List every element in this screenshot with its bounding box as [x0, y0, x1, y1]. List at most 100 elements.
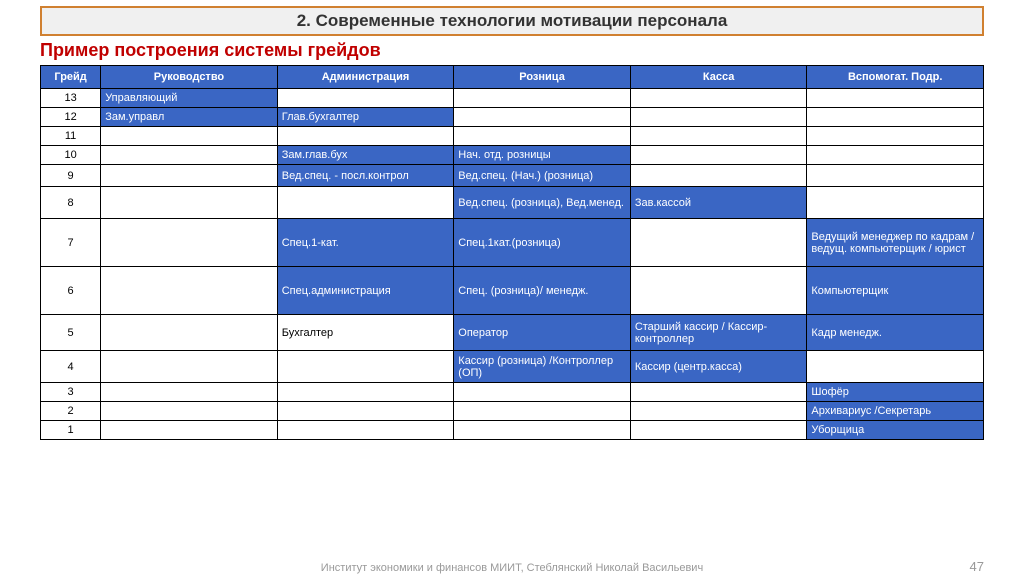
- table-row: 13Управляющий: [41, 89, 984, 108]
- data-cell: [807, 146, 984, 165]
- table-row: 3 Шофёр: [41, 383, 984, 402]
- grade-cell: 9: [41, 165, 101, 187]
- data-cell: [807, 108, 984, 127]
- grade-cell: 5: [41, 315, 101, 351]
- data-cell: [101, 315, 278, 351]
- data-cell: Старший кассир / Кассир-контроллер: [630, 315, 807, 351]
- data-cell: [101, 219, 278, 267]
- data-cell: [101, 402, 278, 421]
- data-cell: Архивариус /Секретарь: [807, 402, 984, 421]
- data-cell: [277, 187, 454, 219]
- data-cell: [630, 421, 807, 440]
- data-cell: [454, 383, 631, 402]
- data-cell: Глав.бухгалтер: [277, 108, 454, 127]
- data-cell: Компьютерщик: [807, 267, 984, 315]
- data-cell: Кассир (центр.касса): [630, 351, 807, 383]
- page-number: 47: [970, 559, 984, 574]
- subtitle: Пример построения системы грейдов: [40, 40, 984, 61]
- col-cash: Касса: [630, 66, 807, 89]
- grade-cell: 7: [41, 219, 101, 267]
- data-cell: [630, 146, 807, 165]
- data-cell: [630, 108, 807, 127]
- col-retail: Розница: [454, 66, 631, 89]
- data-cell: Ведущий менеджер по кадрам / ведущ. комп…: [807, 219, 984, 267]
- data-cell: [277, 383, 454, 402]
- data-cell: [630, 219, 807, 267]
- table-row: 8 Вед.спец. (розница), Вед.менед.Зав.касс…: [41, 187, 984, 219]
- data-cell: [807, 127, 984, 146]
- data-cell: [807, 165, 984, 187]
- data-cell: [807, 187, 984, 219]
- data-cell: [101, 351, 278, 383]
- table-row: 4 Кассир (розница) /Контроллер (ОП)Кассир…: [41, 351, 984, 383]
- table-row: 12Зам.управлГлав.бухгалтер: [41, 108, 984, 127]
- table-row: 5 БухгалтерОператорСтарший кассир / Касси…: [41, 315, 984, 351]
- data-cell: [277, 351, 454, 383]
- data-cell: [807, 351, 984, 383]
- data-cell: [454, 89, 631, 108]
- table-row: 9 Вед.спец. - посл.контролВед.спец. (Нач.…: [41, 165, 984, 187]
- data-cell: Уборщица: [807, 421, 984, 440]
- table-row: 7Спец.1-кат.Спец.1кат.(розница)Ведущий м…: [41, 219, 984, 267]
- col-support: Вспомогат. Подр.: [807, 66, 984, 89]
- data-cell: Бухгалтер: [277, 315, 454, 351]
- table-row: 2 Архивариус /Секретарь: [41, 402, 984, 421]
- data-cell: Кадр менедж.: [807, 315, 984, 351]
- data-cell: [454, 402, 631, 421]
- table-row: 10Зам.глав.бухНач. отд. розницы: [41, 146, 984, 165]
- data-cell: [454, 127, 631, 146]
- data-cell: [101, 421, 278, 440]
- grade-cell: 13: [41, 89, 101, 108]
- data-cell: Зав.кассой: [630, 187, 807, 219]
- section-title-bar: 2. Современные технологии мотивации перс…: [40, 6, 984, 36]
- grade-cell: 8: [41, 187, 101, 219]
- grade-cell: 1: [41, 421, 101, 440]
- data-cell: Спец.1-кат.: [277, 219, 454, 267]
- data-cell: [277, 89, 454, 108]
- col-admin: Администрация: [277, 66, 454, 89]
- data-cell: [277, 421, 454, 440]
- section-title: 2. Современные технологии мотивации перс…: [42, 11, 982, 31]
- data-cell: Зам.управл: [101, 108, 278, 127]
- data-cell: [630, 127, 807, 146]
- data-cell: [277, 127, 454, 146]
- data-cell: [101, 383, 278, 402]
- data-cell: Управляющий: [101, 89, 278, 108]
- data-cell: [807, 89, 984, 108]
- grade-cell: 4: [41, 351, 101, 383]
- footer-text: Институт экономики и финансов МИИТ, Стеб…: [0, 562, 1024, 574]
- grade-cell: 3: [41, 383, 101, 402]
- grade-cell: 11: [41, 127, 101, 146]
- data-cell: [630, 383, 807, 402]
- data-cell: Оператор: [454, 315, 631, 351]
- data-cell: [630, 165, 807, 187]
- data-cell: Вед.спец. (Нач.) (розница): [454, 165, 631, 187]
- table-row: 6 Спец.администрацияСпец. (розница)/ мене…: [41, 267, 984, 315]
- data-cell: [101, 267, 278, 315]
- table-row: 1 Уборщица: [41, 421, 984, 440]
- data-cell: Спец. (розница)/ менедж.: [454, 267, 631, 315]
- data-cell: [454, 421, 631, 440]
- data-cell: Вед.спец. - посл.контрол: [277, 165, 454, 187]
- data-cell: [630, 267, 807, 315]
- data-cell: Шофёр: [807, 383, 984, 402]
- data-cell: Кассир (розница) /Контроллер (ОП): [454, 351, 631, 383]
- table-row: 11: [41, 127, 984, 146]
- data-cell: [101, 146, 278, 165]
- grades-table: Грейд Руководство Администрация Розница …: [40, 65, 984, 440]
- col-mgmt: Руководство: [101, 66, 278, 89]
- data-cell: [454, 108, 631, 127]
- table-header-row: Грейд Руководство Администрация Розница …: [41, 66, 984, 89]
- col-grade: Грейд: [41, 66, 101, 89]
- data-cell: [101, 127, 278, 146]
- data-cell: [277, 402, 454, 421]
- data-cell: [101, 187, 278, 219]
- data-cell: Спец.администрация: [277, 267, 454, 315]
- data-cell: Вед.спец. (розница), Вед.менед.: [454, 187, 631, 219]
- data-cell: [630, 402, 807, 421]
- grade-cell: 6: [41, 267, 101, 315]
- data-cell: Нач. отд. розницы: [454, 146, 631, 165]
- data-cell: [101, 165, 278, 187]
- grade-cell: 2: [41, 402, 101, 421]
- grade-cell: 10: [41, 146, 101, 165]
